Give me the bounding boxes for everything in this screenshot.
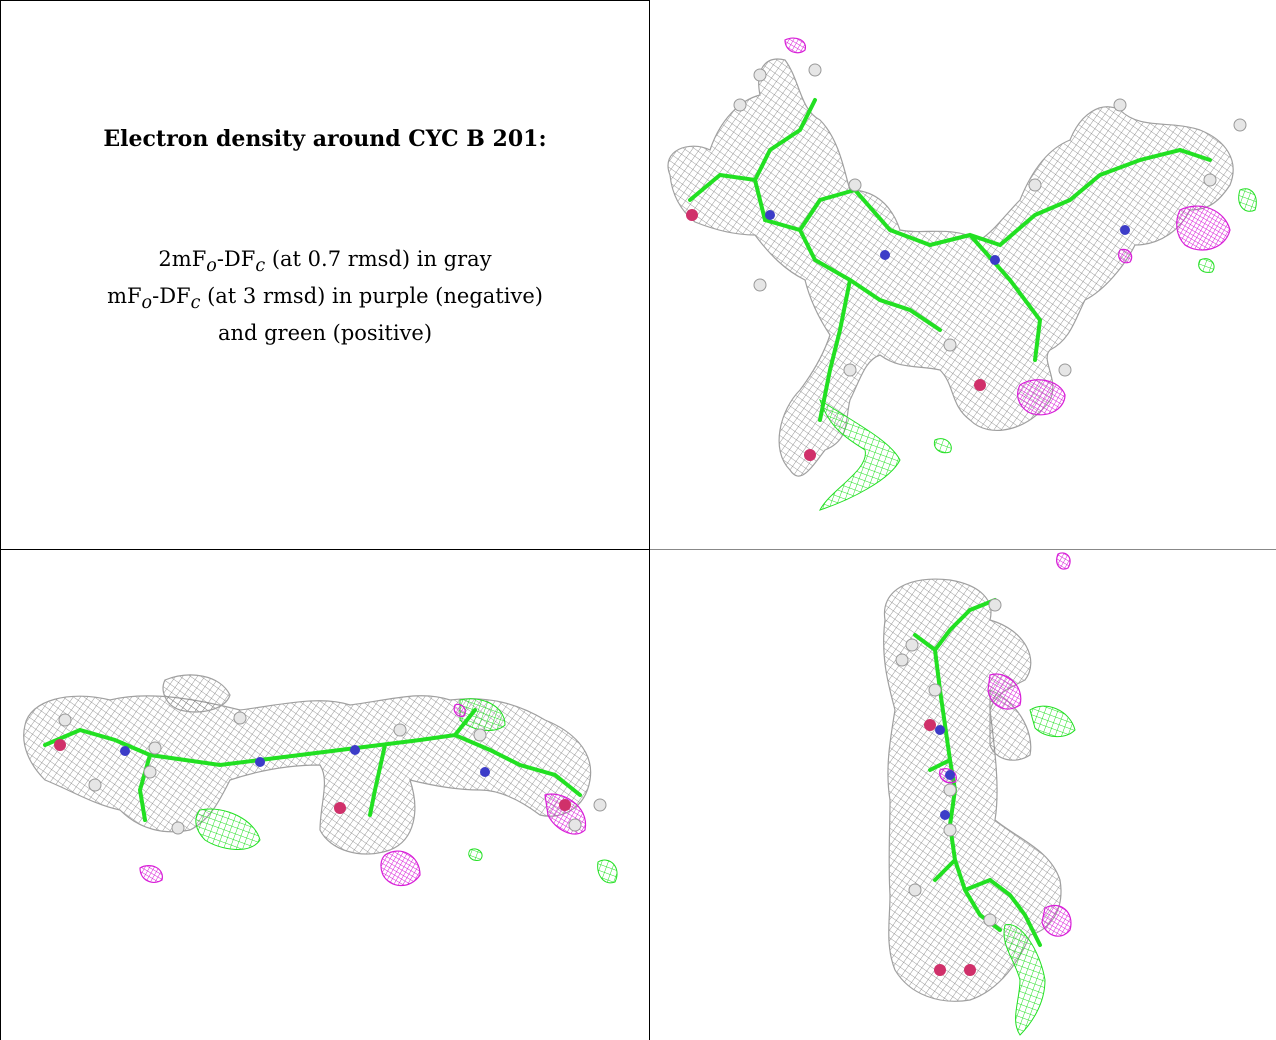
green-model-bonds xyxy=(43,708,582,822)
legend-line-positive: and green (positive) xyxy=(217,321,433,346)
border-center-vertical xyxy=(649,0,650,1040)
purple-negative-density xyxy=(784,37,1231,416)
border-middle-horizontal-right xyxy=(650,549,1276,550)
atom-markers xyxy=(686,63,1247,461)
density-render-bottom-right xyxy=(883,552,1076,1036)
purple-negative-density xyxy=(939,552,1072,937)
purple-negative-density xyxy=(139,703,587,887)
density-view-bottom-left xyxy=(0,550,650,1040)
caption-cell: Electron density around CYC B 201: 2mFo-… xyxy=(0,0,650,550)
green-positive-density xyxy=(195,698,618,884)
legend-text: 2mFo-DFc (at 0.7 rmsd) in gray mFo-DFc (… xyxy=(0,244,650,348)
density-view-top-right xyxy=(650,0,1276,550)
border-middle-horizontal xyxy=(0,549,650,550)
atom-markers xyxy=(895,598,1002,976)
legend-line-gray: 2mFo-DFc (at 0.7 rmsd) in gray xyxy=(158,247,492,277)
density-render-top-right xyxy=(667,37,1257,511)
atom-markers xyxy=(54,711,607,835)
legend-line-difference: mFo-DFc (at 3 rmsd) in purple (negative) xyxy=(107,284,543,314)
green-model-bonds xyxy=(913,598,1042,947)
border-top xyxy=(0,0,650,1)
green-positive-density xyxy=(1003,705,1076,1036)
figure-title: Electron density around CYC B 201: xyxy=(103,126,547,152)
density-render-bottom-left xyxy=(23,674,618,887)
green-model-bonds xyxy=(688,98,1212,422)
gray-density-mesh xyxy=(23,674,592,855)
green-positive-density xyxy=(819,188,1257,511)
border-left xyxy=(0,0,1,1040)
density-view-bottom-right xyxy=(650,550,1276,1040)
gray-density-mesh xyxy=(667,58,1234,477)
